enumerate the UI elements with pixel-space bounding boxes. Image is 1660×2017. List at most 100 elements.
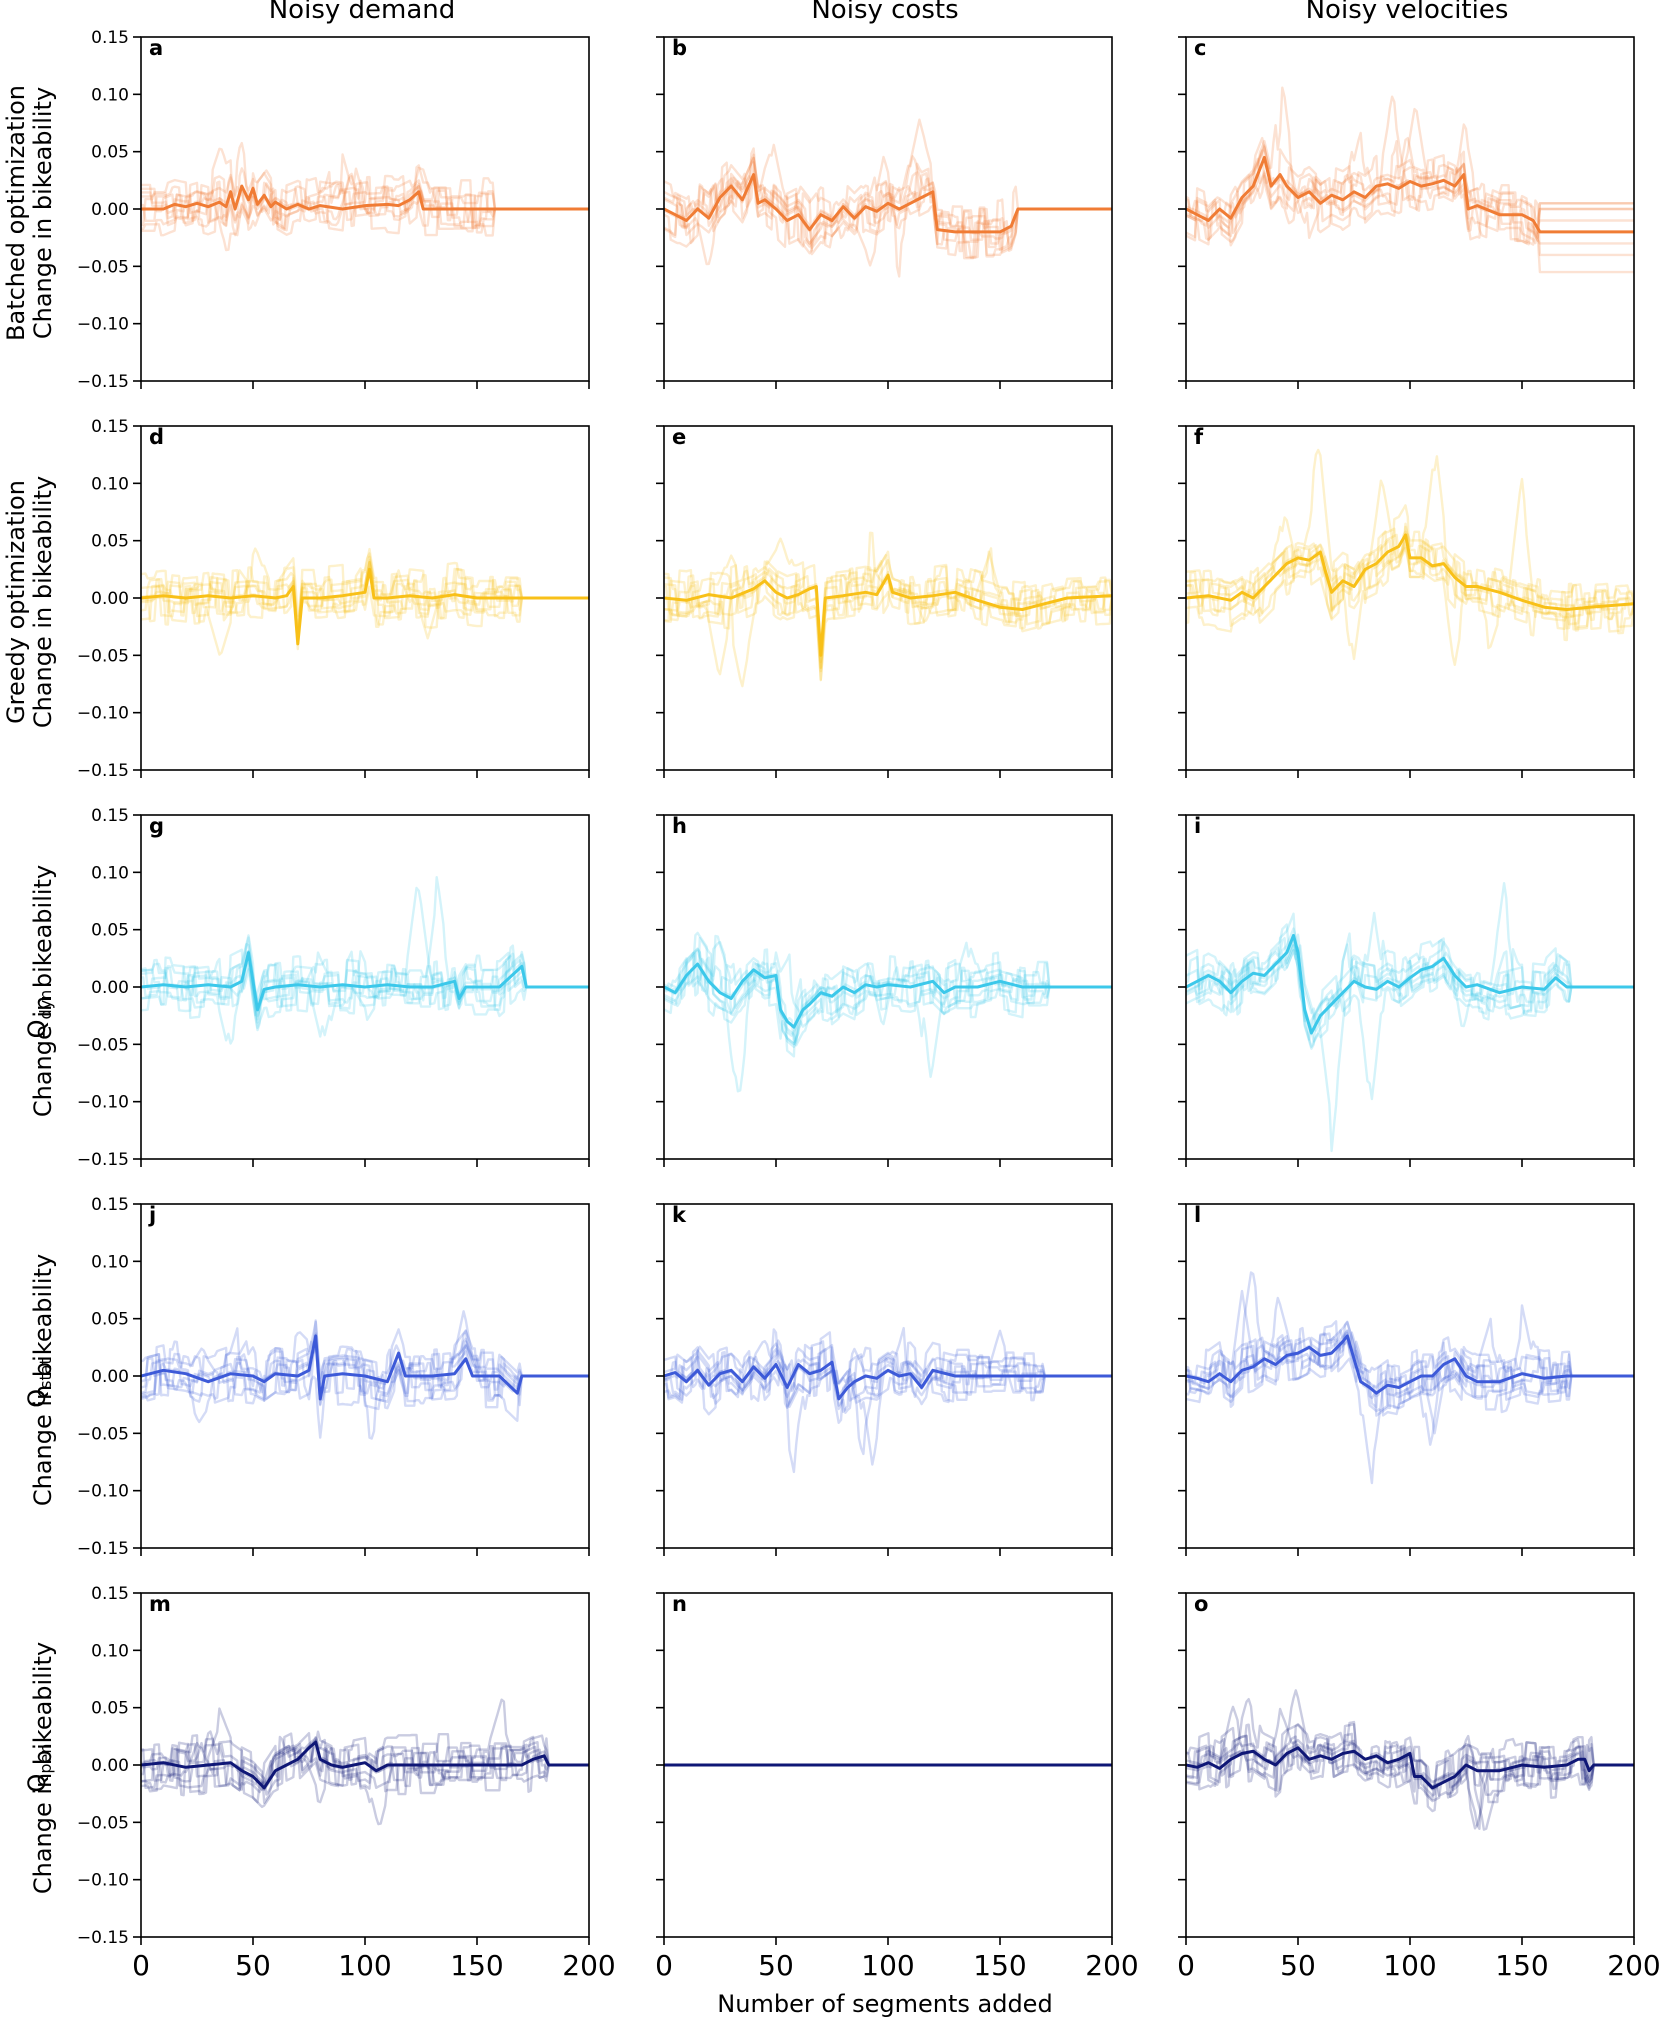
panel-h-mean-line	[664, 962, 1112, 1029]
panel-f-run-7	[1186, 455, 1634, 633]
panel-j-ytick-label-6: −0.15	[77, 1539, 129, 1559]
panel-b-run-2	[664, 173, 1112, 266]
panel-g-ytick-label-0: 0.15	[91, 806, 129, 826]
panel-m-mean-line	[141, 1740, 589, 1790]
panel-j-letter: j	[148, 1203, 156, 1227]
panel-d-ytick-label-5: −0.10	[77, 704, 129, 724]
panel-l-run-7	[1186, 1320, 1634, 1446]
panel-o-mean-line	[1186, 1746, 1634, 1790]
panel-a-ytick-label-3: 0.00	[91, 200, 129, 220]
panel-b-lines	[664, 118, 1112, 278]
panel-b-run-3	[664, 155, 1112, 253]
row-label-batched-sub: Change in bikeability	[29, 87, 57, 339]
panel-j-ytick-label-0: 0.15	[91, 1195, 129, 1215]
panel-g-ytick-label-4: −0.05	[77, 1035, 129, 1055]
panel-d-mean-line	[141, 567, 589, 646]
panel-d-run-2	[141, 561, 589, 640]
panel-m-run-6	[141, 1698, 589, 1809]
row-label-q-pen-sub: Change in bikeability	[29, 1642, 57, 1894]
panel-m-ytick-label-5: −0.10	[77, 1871, 129, 1891]
panel-l-letter: l	[1194, 1203, 1201, 1227]
panel-m-ytick-label-1: 0.10	[91, 1641, 129, 1661]
panel-m: 0.15 0.10 0.05 0.00 −0.05 −0.10 −0.150 50 100 150…	[77, 1584, 616, 1982]
panel-a-run-8	[141, 166, 589, 237]
panel-j-ytick-label-4: −0.05	[77, 1424, 129, 1444]
panel-f-letter: f	[1194, 425, 1204, 449]
panel-g-ytick-label-3: 0.00	[91, 978, 129, 998]
panel-k-letter: k	[672, 1203, 687, 1227]
panel-k-run-8	[664, 1328, 1112, 1416]
panel-j-lines	[141, 1310, 589, 1440]
panel-m-xtick-label-1: 50	[235, 1949, 271, 1982]
panel-o-letter: o	[1194, 1592, 1208, 1616]
panel-a-ytick-label-4: −0.05	[77, 257, 129, 277]
panel-d-ytick-label-2: 0.05	[91, 532, 129, 552]
panel-e-mean-line	[664, 573, 1112, 657]
panel-a-ytick-label-6: −0.15	[77, 372, 129, 392]
panel-m-xtick-label-0: 0	[132, 1949, 150, 1982]
panel-i-run-5	[1186, 937, 1634, 1036]
panel-h-run-1	[664, 941, 1112, 1044]
panel-b: b	[656, 36, 1113, 389]
panel-o-xtick-label-2: 100	[1383, 1949, 1436, 1982]
panel-f-run-5	[1186, 516, 1634, 624]
panel-a-letter: a	[149, 36, 163, 60]
column-titles: Noisy demand Noisy costs Noisy velocitie…	[269, 0, 1509, 25]
panel-i-run-3	[1186, 932, 1634, 1032]
panel-b-run-5	[664, 161, 1112, 258]
panel-m-xtick-label-2: 100	[338, 1949, 391, 1982]
panel-j-run-6	[141, 1319, 589, 1405]
panel-e-lines	[664, 531, 1112, 688]
panel-n-xtick-label-0: 0	[655, 1949, 673, 1982]
panel-g-ytick-label-5: −0.10	[77, 1093, 129, 1113]
panel-a-mean-line	[141, 184, 589, 211]
panel-k-run-4	[664, 1346, 1112, 1456]
panel-b-run-6	[664, 118, 1112, 260]
panel-a: 0.15 0.10 0.05 0.00 −0.05 −0.10 −0.15 a	[77, 28, 590, 392]
panel-n-xtick-label-2: 100	[861, 1949, 914, 1982]
panel-m-run-1	[141, 1730, 589, 1789]
panel-m-ytick-label-0: 0.15	[91, 1584, 129, 1604]
panel-j-run-8	[141, 1329, 589, 1411]
row-label-q-stat-sub: Change in bikeability	[29, 1254, 57, 1506]
panel-d-ytick-label-0: 0.15	[91, 417, 129, 437]
panel-d-ytick-label-3: 0.00	[91, 589, 129, 609]
panel-i-run-6	[1186, 911, 1634, 1034]
panel-j-run-5	[141, 1320, 589, 1404]
panel-f-lines	[1186, 448, 1634, 666]
panel-o-xtick-label-4: 200	[1607, 1949, 1660, 1982]
panel-o-xtick-label-1: 50	[1280, 1949, 1316, 1982]
panel-j-ytick-label-5: −0.10	[77, 1482, 129, 1502]
panel-j-run-3	[141, 1340, 589, 1407]
panel-k: k	[656, 1203, 1113, 1556]
panel-l-run-6	[1186, 1271, 1634, 1413]
column-title-noisy-demand: Noisy demand	[269, 0, 456, 25]
panel-m-ytick-label-6: −0.15	[77, 1928, 129, 1948]
panel-o-xtick-label-0: 0	[1177, 1949, 1195, 1982]
panel-a-run-7	[141, 153, 589, 232]
panel-m-ytick-label-4: −0.05	[77, 1813, 129, 1833]
panel-n-xtick-label-3: 150	[973, 1949, 1026, 1982]
panel-i-letter: i	[1194, 814, 1201, 838]
panel-j-run-4	[141, 1340, 589, 1424]
column-title-noisy-costs: Noisy costs	[811, 0, 958, 25]
panel-j-ytick-label-1: 0.10	[91, 1252, 129, 1272]
panel-n: 0 50 100 150 200 n	[655, 1592, 1139, 1982]
panel-a-ytick-label-5: −0.10	[77, 315, 129, 335]
panel-k-run-5	[664, 1343, 1112, 1424]
panel-g-letter: g	[149, 814, 164, 838]
panel-h-letter: h	[672, 814, 687, 838]
panel-i: i	[1178, 814, 1635, 1167]
panel-d-run-8	[141, 557, 589, 629]
panel-m-xtick-label-4: 200	[562, 1949, 615, 1982]
panel-f: f	[1178, 425, 1635, 778]
panel-e-run-8	[664, 537, 1112, 651]
panel-o-run-5	[1186, 1723, 1634, 1813]
panel-d-run-6	[141, 547, 589, 651]
panel-d-run-1	[141, 560, 589, 641]
panel-a-ytick-label-2: 0.05	[91, 143, 129, 163]
panel-n-xtick-label-4: 200	[1085, 1949, 1138, 1982]
panel-i-mean-line	[1186, 933, 1634, 1035]
panel-j: 0.15 0.10 0.05 0.00 −0.05 −0.10 −0.15 j	[77, 1195, 590, 1559]
panel-i-run-8	[1186, 923, 1634, 1021]
